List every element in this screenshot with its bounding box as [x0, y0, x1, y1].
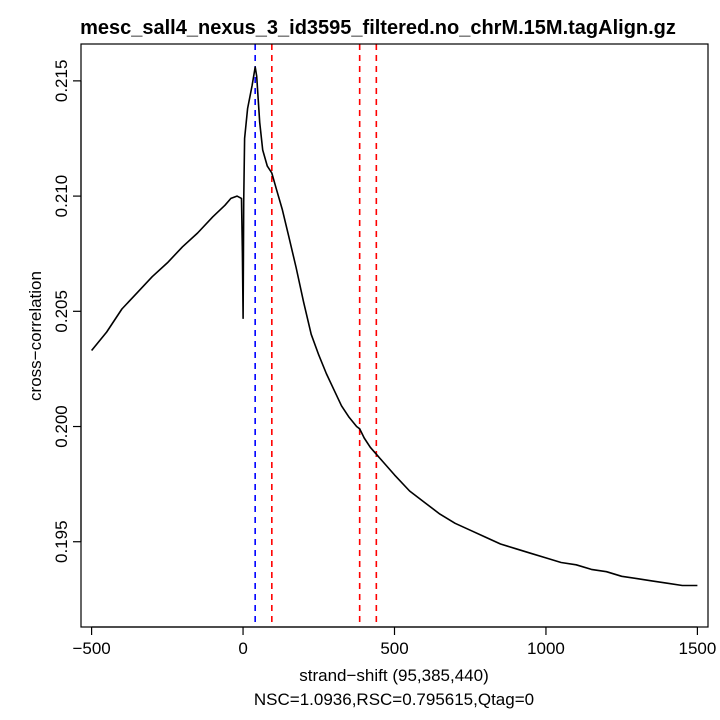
- y-tick-label: 0.195: [52, 520, 71, 563]
- y-tick-label: 0.200: [52, 405, 71, 448]
- reference-lines: [254, 44, 378, 627]
- cross-correlation-line: [90, 66, 698, 587]
- x-tick-label: 1000: [527, 639, 565, 658]
- y-tick-label: 0.205: [52, 290, 71, 333]
- y-axis-label: cross−correlation: [26, 271, 45, 401]
- x-tick-label: 0: [238, 639, 247, 658]
- x-tick-label: −500: [72, 639, 110, 658]
- y-tick-label: 0.215: [52, 60, 71, 103]
- x-tick-label: 500: [380, 639, 408, 658]
- x-axis: −500 0 500 1000 1500: [72, 626, 716, 658]
- y-tick-label: 0.210: [52, 175, 71, 218]
- chart-subtitle: NSC=1.0936,RSC=0.795615,Qtag=0: [254, 690, 534, 709]
- y-axis: 0.195 0.200 0.205 0.210 0.215: [52, 60, 82, 563]
- chart-title: mesc_sall4_nexus_3_id3595_filtered.no_ch…: [80, 17, 676, 39]
- x-axis-label: strand−shift (95,385,440): [299, 666, 488, 685]
- x-tick-label: 1500: [678, 639, 716, 658]
